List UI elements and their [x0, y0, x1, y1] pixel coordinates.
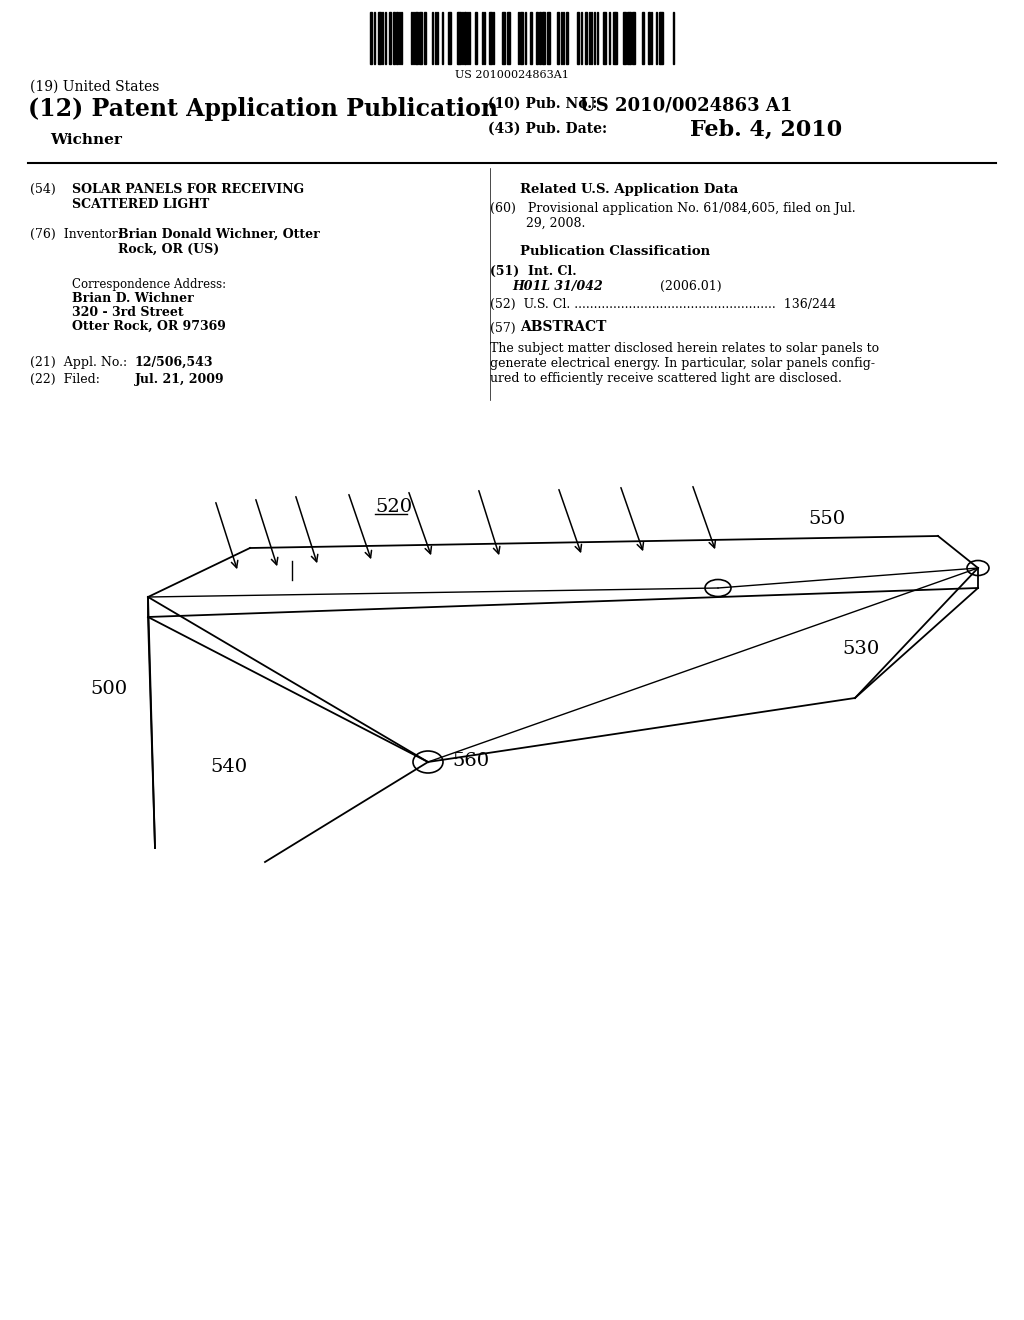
Text: 540: 540: [210, 758, 247, 776]
Text: Publication Classification: Publication Classification: [520, 246, 710, 257]
Bar: [603, 12, 606, 63]
Text: 560: 560: [452, 752, 489, 770]
Text: (51)  Int. Cl.: (51) Int. Cl.: [490, 265, 577, 279]
Text: (60)   Provisional application No. 61/084,605, filed on Jul.: (60) Provisional application No. 61/084,…: [490, 202, 856, 215]
Text: US 20100024863A1: US 20100024863A1: [455, 70, 569, 81]
Text: (54): (54): [30, 183, 55, 195]
Bar: [424, 12, 426, 63]
Bar: [475, 12, 477, 63]
Text: Otter Rock, OR 97369: Otter Rock, OR 97369: [72, 319, 226, 333]
Bar: [577, 12, 579, 63]
Bar: [530, 12, 532, 63]
Text: Brian Donald Wichner, Otter: Brian Donald Wichner, Otter: [118, 228, 319, 242]
Bar: [536, 12, 538, 63]
Text: SOLAR PANELS FOR RECEIVING: SOLAR PANELS FOR RECEIVING: [72, 183, 304, 195]
Text: 500: 500: [90, 680, 127, 698]
Text: Jul. 21, 2009: Jul. 21, 2009: [135, 374, 224, 385]
Text: ABSTRACT: ABSTRACT: [520, 319, 606, 334]
Bar: [458, 12, 461, 63]
Text: (52)  U.S. Cl. ....................................................  136/244: (52) U.S. Cl. ..........................…: [490, 298, 836, 312]
Bar: [396, 12, 398, 63]
Bar: [539, 12, 541, 63]
Text: US 2010/0024863 A1: US 2010/0024863 A1: [580, 96, 793, 115]
Text: 550: 550: [808, 510, 845, 528]
Bar: [660, 12, 663, 63]
Bar: [378, 12, 381, 63]
Bar: [585, 12, 587, 63]
Text: Wichner: Wichner: [50, 133, 122, 147]
Bar: [389, 12, 391, 63]
Text: Feb. 4, 2010: Feb. 4, 2010: [690, 119, 842, 141]
Bar: [370, 12, 372, 63]
Bar: [627, 12, 630, 63]
Text: (21)  Appl. No.:: (21) Appl. No.:: [30, 356, 127, 370]
Text: Brian D. Wichner: Brian D. Wichner: [72, 292, 194, 305]
Text: The subject matter disclosed herein relates to solar panels to: The subject matter disclosed herein rela…: [490, 342, 880, 355]
Bar: [520, 12, 523, 63]
Text: Rock, OR (US): Rock, OR (US): [118, 243, 219, 256]
Bar: [547, 12, 550, 63]
Text: (10) Pub. No.:: (10) Pub. No.:: [488, 96, 597, 111]
Text: 530: 530: [842, 640, 880, 657]
Text: 320 - 3rd Street: 320 - 3rd Street: [72, 306, 183, 319]
Text: ured to efficiently receive scattered light are disclosed.: ured to efficiently receive scattered li…: [490, 372, 842, 385]
Bar: [489, 12, 492, 63]
Bar: [566, 12, 568, 63]
Bar: [393, 12, 395, 63]
Text: (43) Pub. Date:: (43) Pub. Date:: [488, 121, 607, 136]
Bar: [507, 12, 510, 63]
Text: (76)  Inventor:: (76) Inventor:: [30, 228, 122, 242]
Bar: [623, 12, 626, 63]
Text: (19) United States: (19) United States: [30, 81, 160, 94]
Text: 12/506,543: 12/506,543: [135, 356, 213, 370]
Bar: [419, 12, 422, 63]
Bar: [615, 12, 617, 63]
Bar: [557, 12, 559, 63]
Text: Related U.S. Application Data: Related U.S. Application Data: [520, 183, 738, 195]
Text: generate electrical energy. In particular, solar panels config-: generate electrical energy. In particula…: [490, 356, 874, 370]
Text: (22)  Filed:: (22) Filed:: [30, 374, 100, 385]
Text: 29, 2008.: 29, 2008.: [490, 216, 586, 230]
Bar: [642, 12, 644, 63]
Text: H01L 31/042: H01L 31/042: [512, 280, 603, 293]
Bar: [543, 12, 545, 63]
Text: SCATTERED LIGHT: SCATTERED LIGHT: [72, 198, 209, 211]
Bar: [502, 12, 505, 63]
Bar: [613, 12, 615, 63]
Text: (57): (57): [490, 322, 516, 335]
Text: Correspondence Address:: Correspondence Address:: [72, 279, 226, 290]
Bar: [632, 12, 635, 63]
Bar: [415, 12, 418, 63]
Text: (2006.01): (2006.01): [660, 280, 722, 293]
Text: 520: 520: [375, 498, 412, 516]
Text: (12) Patent Application Publication: (12) Patent Application Publication: [28, 96, 498, 121]
Bar: [449, 12, 451, 63]
